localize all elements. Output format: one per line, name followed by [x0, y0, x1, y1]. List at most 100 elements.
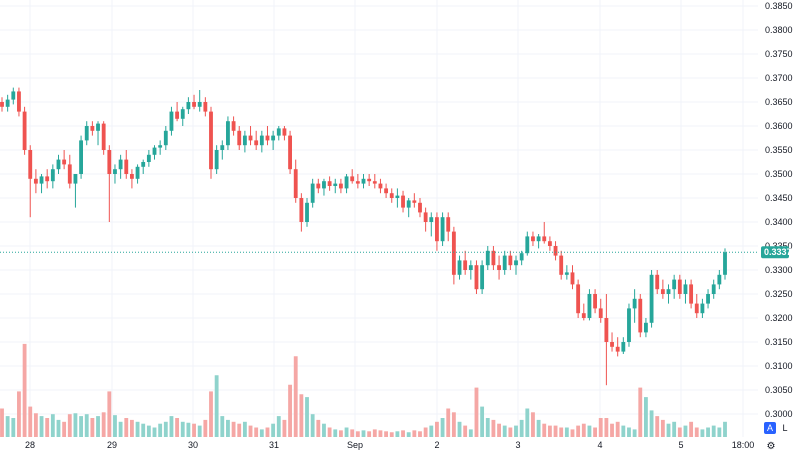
volume-bar [163, 421, 168, 437]
volume-bar [604, 418, 609, 437]
candle-body [231, 121, 236, 131]
volume-bar [310, 414, 315, 437]
volume-bar [468, 429, 473, 437]
volume-bar [694, 427, 699, 437]
candle-body [717, 274, 722, 285]
volume-bar [237, 423, 242, 437]
volume-bar [0, 408, 4, 437]
time-tick-label: 18:00 [732, 440, 755, 450]
volume-bar [327, 427, 332, 437]
volume-bar [28, 406, 33, 437]
volume-bar [497, 423, 501, 437]
candle-body [293, 169, 298, 198]
time-tick-label: 30 [188, 440, 198, 450]
volume-bar [288, 384, 292, 437]
candle-body [418, 202, 422, 213]
volume-bar [423, 427, 428, 437]
volume-bar [536, 419, 541, 437]
candle-body [372, 181, 377, 184]
candle-body [50, 169, 55, 182]
volume-bar [344, 427, 349, 437]
volume-bar [11, 418, 16, 437]
last-price-label: 0.3337 [764, 247, 792, 257]
volume-bar [627, 427, 631, 437]
time-axis[interactable]: 28 29 30 31 Sep 2 3 4 5 18:00 [25, 440, 754, 450]
candle-body [677, 279, 682, 294]
candle-body [598, 308, 603, 318]
time-tick-label: 5 [678, 440, 683, 450]
candle-body [203, 102, 208, 112]
volume-bar [677, 427, 682, 437]
volume-bar [700, 429, 705, 437]
candle-body [129, 174, 134, 179]
volume-bar [525, 408, 530, 437]
volume-bars [0, 343, 727, 437]
price-tick-label: 0.3500 [765, 169, 793, 179]
auto-scale-button[interactable]: A [764, 422, 776, 434]
volume-bar [547, 425, 552, 437]
volume-bar [361, 430, 366, 437]
volume-bar [50, 414, 55, 437]
price-tick-label: 0.3100 [765, 361, 793, 371]
volume-bar [435, 421, 439, 437]
candle-body [209, 111, 213, 170]
volume-bar [644, 397, 648, 437]
candles [0, 87, 727, 386]
volume-bar [412, 430, 417, 437]
volume-bar [378, 430, 383, 437]
volume-bar [299, 394, 304, 437]
volume-bar [491, 419, 496, 437]
candle-body [0, 102, 4, 107]
candle-body [90, 126, 95, 131]
price-axis[interactable]: 0.3850 0.3800 0.3750 0.3700 0.3650 0.3600 0.35… [765, 1, 793, 419]
volume-bar [254, 427, 259, 437]
volume-bar [62, 421, 67, 437]
volume-bar [717, 427, 722, 437]
candle-body [288, 135, 292, 170]
price-tick-label: 0.3600 [765, 121, 793, 131]
price-tick-label: 0.3300 [765, 265, 793, 275]
volume-bar [723, 421, 727, 437]
volume-bar [175, 418, 180, 437]
candle-body [655, 274, 660, 290]
volume-bar [186, 422, 191, 437]
candle-body [344, 176, 349, 189]
time-tick-label: 3 [515, 440, 520, 450]
volume-bar [485, 418, 490, 437]
candle-body [564, 272, 569, 275]
candle-body [649, 274, 654, 323]
candle-body [79, 140, 83, 174]
volume-bar [282, 419, 287, 437]
candle-body [305, 202, 309, 222]
candle-body [384, 188, 389, 194]
candle-body [11, 91, 16, 100]
candle-body [39, 176, 44, 184]
volume-bar [169, 416, 174, 437]
volume-bar [118, 421, 123, 437]
volume-bar [101, 412, 106, 437]
price-tick-label: 0.3050 [765, 385, 793, 395]
volume-bar [367, 431, 372, 437]
volume-bar [231, 421, 236, 437]
volume-bar [271, 423, 276, 437]
candle-body [536, 236, 541, 242]
candle-body [322, 181, 326, 189]
candle-body [435, 217, 439, 242]
log-scale-button[interactable]: L [779, 422, 791, 434]
volume-bar [242, 421, 247, 437]
candle-body [254, 140, 259, 146]
candle-body [299, 198, 304, 222]
candle-body [423, 212, 428, 222]
volume-bar [508, 427, 513, 437]
volume-bar [67, 414, 72, 437]
gear-icon[interactable]: ⚙ [766, 441, 776, 452]
candle-body [480, 265, 485, 290]
volume-bar [372, 429, 377, 437]
volume-bar [322, 423, 326, 437]
time-tick-label: 31 [269, 440, 279, 450]
volume-bar [632, 429, 637, 437]
candle-body [282, 128, 287, 136]
volume-bar [559, 427, 564, 437]
volume-bar [598, 418, 603, 437]
